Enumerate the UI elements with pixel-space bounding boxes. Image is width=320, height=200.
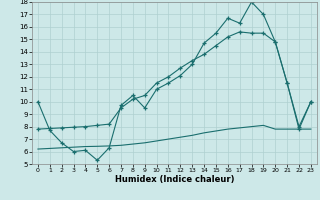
X-axis label: Humidex (Indice chaleur): Humidex (Indice chaleur): [115, 175, 234, 184]
